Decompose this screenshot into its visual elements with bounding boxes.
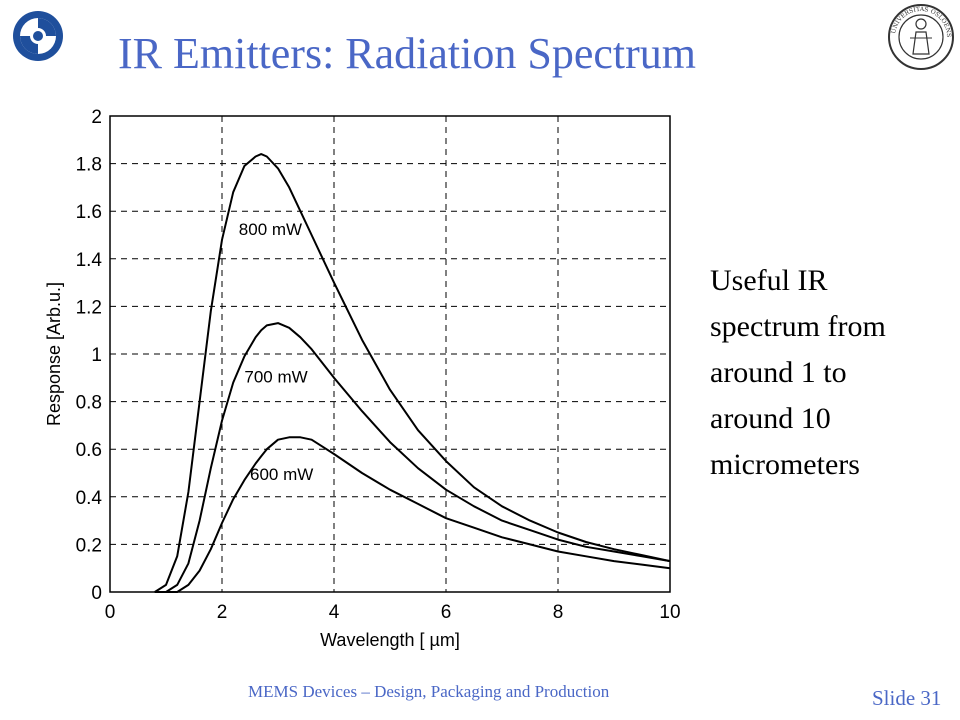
y-tick-label: 0.4 xyxy=(76,488,103,509)
footer-text: MEMS Devices – Design, Packaging and Pro… xyxy=(248,682,610,701)
y-tick-label: 0 xyxy=(91,583,102,604)
y-tick-label: 0.2 xyxy=(76,535,102,556)
series-line xyxy=(154,436,671,593)
side-text-line: spectrum from xyxy=(710,310,886,343)
y-tick-label: 2 xyxy=(91,107,102,128)
side-text-line: micrometers xyxy=(710,448,860,481)
x-tick-label: 2 xyxy=(217,602,228,623)
slide-title: IR Emitters: Radiation Spectrum xyxy=(118,29,697,78)
swirl-logo-icon xyxy=(13,11,63,61)
chart-ticks: 0 2 4 6 8 10 0 0.2 0.4 0.6 0.8 1 1.2 1.4 1.6 1.8 2 xyxy=(76,107,681,623)
side-text: Useful IR spectrum from around 1 to arou… xyxy=(710,258,950,488)
y-tick-label: 1 xyxy=(91,345,102,366)
series-line xyxy=(154,153,671,593)
y-axis-label: Response [Arb.u.] xyxy=(44,282,64,426)
slide-number: Slide 31 xyxy=(872,686,942,710)
chart-grid xyxy=(110,116,670,592)
university-seal-icon: UNIVERSITAS OSLOENSIS MDCCCXI xyxy=(886,2,954,70)
side-text-line: Useful IR xyxy=(710,264,828,297)
x-tick-label: 0 xyxy=(105,602,116,623)
side-text-line: around 10 xyxy=(710,402,831,435)
series-label: 800 mW xyxy=(239,220,302,239)
y-tick-label: 1.2 xyxy=(76,297,102,318)
side-text-line: around 1 to xyxy=(710,356,847,389)
x-tick-label: 6 xyxy=(441,602,452,623)
series-line xyxy=(154,322,671,593)
x-tick-label: 8 xyxy=(553,602,564,623)
plot-frame xyxy=(109,115,671,593)
chart-series: 800 mW 700 mW 600 mW xyxy=(154,153,671,593)
y-tick-label: 0.6 xyxy=(76,440,102,461)
series-label: 700 mW xyxy=(244,368,307,387)
y-tick-label: 1.6 xyxy=(76,202,102,223)
series-label: 600 mW xyxy=(250,465,313,484)
spectrum-chart: 0 2 4 6 8 10 0 0.2 0.4 0.6 0.8 1 1.2 1.4 1.6 1.8 2 800 m… xyxy=(44,107,681,650)
x-tick-label: 10 xyxy=(659,602,680,623)
x-axis-label: Wavelength [ µm] xyxy=(320,630,460,650)
y-tick-label: 1.8 xyxy=(76,155,102,176)
y-tick-label: 1.4 xyxy=(76,250,103,271)
x-tick-label: 4 xyxy=(329,602,340,623)
y-tick-label: 0.8 xyxy=(76,393,102,414)
